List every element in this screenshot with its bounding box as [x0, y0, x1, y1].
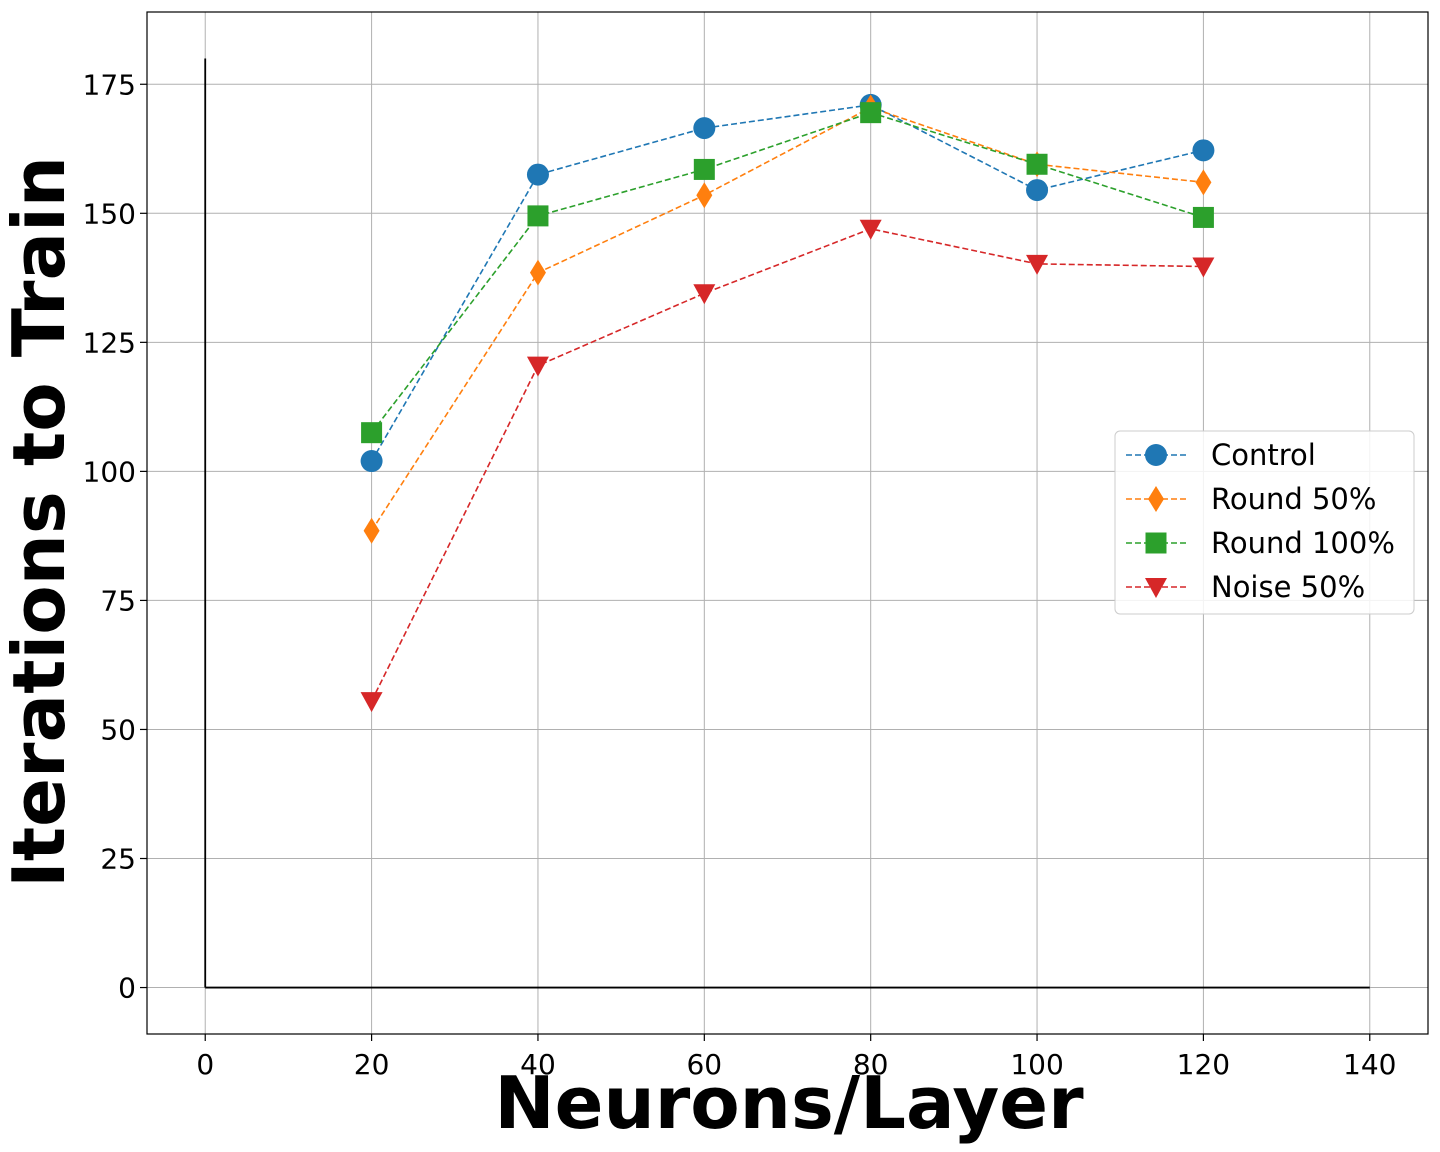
y-tick-label: 150 [83, 197, 136, 230]
legend-label: Round 50% [1211, 482, 1376, 516]
data-point [529, 259, 546, 286]
data-point [1192, 139, 1215, 162]
data-point [363, 517, 380, 544]
legend: Control Round 50% Round 100% Noise 50% [1114, 430, 1415, 615]
series-line [370, 106, 1204, 532]
series-noise-50 [360, 219, 1215, 713]
series-line [370, 104, 1204, 462]
series-group [360, 93, 1215, 713]
data-point [526, 163, 549, 186]
legend-marker [1148, 486, 1164, 512]
x-tick-label: 80 [853, 1048, 889, 1081]
data-point [693, 158, 715, 180]
legend-marker [1145, 532, 1167, 554]
y-tick-label: 125 [83, 326, 136, 359]
data-point [1026, 254, 1049, 275]
legend-item: Round 50% [1126, 482, 1376, 516]
data-point [1026, 179, 1049, 202]
x-tick-label: 60 [686, 1048, 722, 1081]
legend-box [1114, 430, 1415, 615]
data-point [693, 284, 716, 305]
data-point [693, 117, 716, 140]
legend-item: Round 100% [1126, 526, 1395, 560]
legend-marker [1145, 444, 1167, 466]
y-tick-label: 175 [83, 68, 136, 101]
data-point [360, 450, 383, 473]
data-point [696, 182, 713, 209]
y-tick-label: 75 [100, 584, 136, 617]
series-control [360, 93, 1215, 473]
x-tick-label: 20 [354, 1048, 390, 1081]
x-tick-label: 100 [1010, 1048, 1063, 1081]
y-tick-label: 0 [118, 972, 136, 1005]
data-point [1192, 206, 1214, 228]
series-line [370, 227, 1204, 702]
x-axis-ticks: 0 20 40 60 80 100 120 140 [196, 1034, 1396, 1081]
y-tick-label: 50 [100, 713, 136, 746]
plot-frame [146, 11, 1429, 1035]
x-axis-title: Neurons/Layer [494, 1061, 1084, 1145]
data-point [1195, 169, 1212, 196]
series-line [370, 111, 1204, 434]
data-point [526, 356, 549, 377]
legend-label: Round 100% [1211, 526, 1395, 560]
reference-lines [204, 58, 1370, 989]
data-point [860, 102, 882, 124]
legend-label: Noise 50% [1211, 570, 1365, 604]
y-axis-title: Iterations to Train [0, 156, 81, 888]
x-tick-label: 140 [1343, 1048, 1396, 1081]
legend-item: Noise 50% [1126, 570, 1365, 604]
series-round-50 [363, 94, 1212, 544]
y-axis-ticks: 0 25 50 75 100 125 150 175 [83, 68, 147, 1005]
x-tick-label: 120 [1177, 1048, 1230, 1081]
legend-marker [1145, 578, 1167, 598]
legend-label: Control [1211, 438, 1316, 472]
x-tick-label: 40 [520, 1048, 556, 1081]
data-point [1192, 257, 1215, 278]
data-point [1026, 153, 1048, 175]
y-tick-label: 100 [83, 455, 136, 488]
series-round-100 [361, 102, 1214, 444]
data-point [859, 219, 882, 240]
x-tick-label: 0 [196, 1048, 214, 1081]
data-point [360, 692, 383, 713]
data-point [361, 422, 383, 444]
legend-item: Control [1126, 438, 1316, 472]
y-tick-label: 25 [100, 843, 136, 876]
data-point [527, 205, 549, 227]
